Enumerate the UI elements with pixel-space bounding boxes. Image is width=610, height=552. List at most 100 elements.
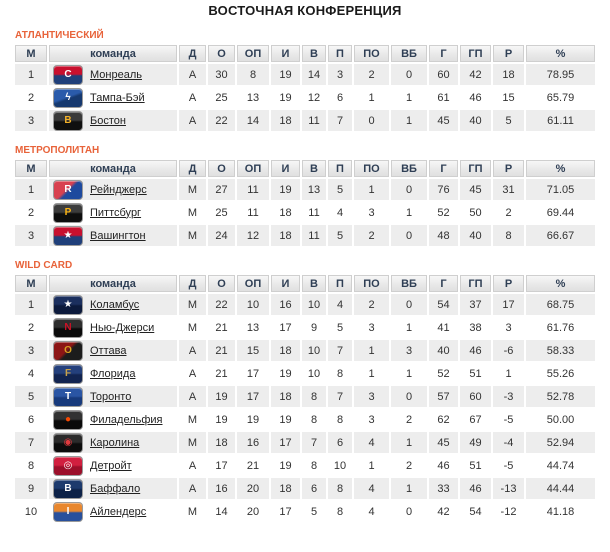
montreal-canadiens-logo[interactable]: C [53,64,83,85]
stat-cell-points-lost: 10 [237,294,269,315]
team-link[interactable]: Филадельфия [90,413,163,426]
stat-cell-points: 25 [208,202,235,223]
stat-cell-so-wins: 2 [391,409,427,430]
philadelphia-flyers-logo[interactable]: ● [53,409,83,430]
stat-cell-wins: 6 [302,478,326,499]
stat-cell-percent: 69.44 [526,202,595,223]
stat-cell-ot-losses: 0 [354,110,389,131]
team-link[interactable]: Нью-Джерси [90,321,155,334]
team-link[interactable]: Торонто [90,390,132,403]
team-link[interactable]: Детройт [90,459,132,472]
team-link[interactable]: Монреаль [90,68,142,81]
stat-cell-losses: 5 [328,317,352,338]
column-header-percent: % [526,275,595,292]
stat-cell-points: 19 [208,409,235,430]
stat-cell-losses: 7 [328,340,352,361]
team-link[interactable]: Вашингтон [90,229,146,242]
rank-cell: 1 [15,294,47,315]
washington-capitals-logo[interactable]: ★ [53,225,83,246]
team-link[interactable]: Бостон [90,114,126,127]
table-row: 9 B Баффало А 16 20 18 6 8 4 1 33 46 -13 44.44 [15,478,595,499]
team-cell: P Питтсбург [49,202,177,223]
stat-cell-ot-losses: 4 [354,478,389,499]
new-york-rangers-logo[interactable]: R [53,179,83,200]
stat-cell-wins: 8 [302,409,326,430]
team-link[interactable]: Рейнджерс [90,183,147,196]
stat-cell-points-lost: 16 [237,432,269,453]
new-jersey-devils-logo[interactable]: N [53,317,83,338]
stat-cell-goals-against: 38 [460,317,491,338]
column-header-games: И [271,160,300,177]
stat-cell-so-wins: 0 [391,179,427,200]
new-york-islanders-logo[interactable]: I [53,501,83,522]
table-row: 7 ◉ Каролина М 18 16 17 7 6 4 1 45 49 -4 52.94 [15,432,595,453]
stat-cell-so-wins: 1 [391,478,427,499]
tampa-bay-lightning-logo[interactable]: ϟ [53,87,83,108]
stat-cell-goals-against: 50 [460,202,491,223]
florida-panthers-logo[interactable]: F [53,363,83,384]
team-cell: C Монреаль [49,64,177,85]
team-link[interactable]: Баффало [90,482,141,495]
buffalo-sabres-logo[interactable]: B [53,478,83,499]
team-link[interactable]: Питтсбург [90,206,142,219]
stat-cell-division: А [179,110,206,131]
stat-cell-wins: 5 [302,501,326,522]
stat-cell-goals-for: 42 [429,501,458,522]
stat-cell-ot-losses: 1 [354,455,389,476]
stat-cell-goals-for: 45 [429,432,458,453]
stat-cell-losses: 7 [328,110,352,131]
stat-cell-goals-against: 46 [460,340,491,361]
stat-cell-points: 19 [208,386,235,407]
stat-cell-wins: 8 [302,455,326,476]
stat-cell-games: 19 [271,87,300,108]
stat-cell-wins: 12 [302,87,326,108]
pittsburgh-penguins-logo[interactable]: P [53,202,83,223]
column-header-games: И [271,275,300,292]
stat-cell-ot-losses: 4 [354,432,389,453]
table-row: 5 T Торонто А 19 17 18 8 7 3 0 57 60 -3 52.78 [15,386,595,407]
stat-cell-games: 19 [271,409,300,430]
stat-cell-goals-against: 51 [460,455,491,476]
stat-cell-losses: 8 [328,363,352,384]
table-row: 1 C Монреаль А 30 8 19 14 3 2 0 60 42 18 78.95 [15,64,595,85]
stat-cell-ot-losses: 3 [354,317,389,338]
team-link[interactable]: Каролина [90,436,140,449]
stat-cell-points-lost: 14 [237,110,269,131]
carolina-hurricanes-logo[interactable]: ◉ [53,432,83,453]
stat-cell-losses: 6 [328,87,352,108]
stat-cell-percent: 58.33 [526,340,595,361]
team-link[interactable]: Оттава [90,344,127,357]
column-header-division: Д [179,45,206,62]
column-header-goals-for: Г [429,160,458,177]
stat-cell-division: А [179,455,206,476]
team-link[interactable]: Флорида [90,367,136,380]
ottawa-senators-logo[interactable]: O [53,340,83,361]
stat-cell-points-lost: 12 [237,225,269,246]
team-link[interactable]: Тампа-Бэй [90,91,145,104]
section-label: МЕТРОПОЛИТАН [15,145,100,156]
team-link[interactable]: Коламбус [90,298,140,311]
boston-bruins-logo[interactable]: B [53,110,83,131]
detroit-red-wings-logo[interactable]: ◎ [53,455,83,476]
rank-cell: 9 [15,478,47,499]
stat-cell-ot-losses: 3 [354,409,389,430]
column-header-team: команда [49,160,177,177]
stat-cell-division: М [179,202,206,223]
stat-cell-diff: -12 [493,501,524,522]
stat-cell-games: 17 [271,317,300,338]
stat-cell-games: 18 [271,110,300,131]
rank-cell: 10 [15,501,47,522]
toronto-maple-leafs-logo[interactable]: T [53,386,83,407]
rank-cell: 1 [15,64,47,85]
stat-cell-percent: 41.18 [526,501,595,522]
stat-cell-goals-for: 57 [429,386,458,407]
stat-cell-points-lost: 17 [237,386,269,407]
stat-cell-wins: 11 [302,202,326,223]
team-link[interactable]: Айлендерс [90,505,147,518]
column-header-games: И [271,45,300,62]
stat-cell-so-wins: 0 [391,64,427,85]
columbus-blue-jackets-logo[interactable]: ★ [53,294,83,315]
